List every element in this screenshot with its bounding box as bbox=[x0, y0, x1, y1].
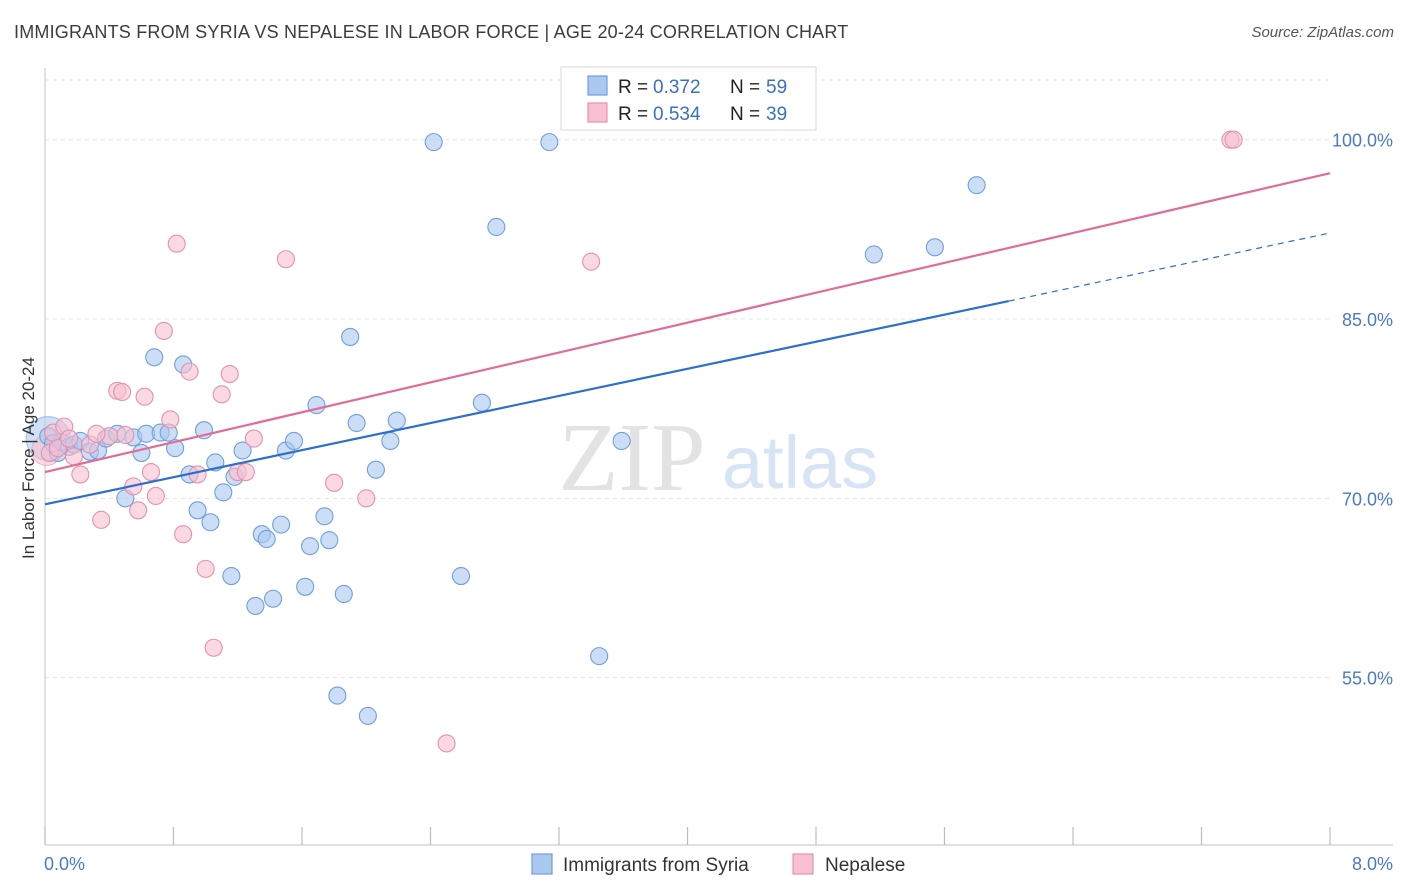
syria-point bbox=[925, 238, 944, 257]
syria-point bbox=[590, 647, 609, 666]
watermark-atlas: atlas bbox=[722, 421, 878, 504]
y-tick-label: 85.0% bbox=[1342, 310, 1393, 330]
legend-syria-r-value: 0.372 bbox=[653, 77, 701, 98]
nepal-point bbox=[116, 425, 135, 445]
nepal-point bbox=[325, 473, 344, 492]
syria-point bbox=[487, 217, 506, 237]
nepal-point bbox=[244, 429, 263, 448]
legend-syria-n-label: N = bbox=[730, 77, 760, 98]
syria-point bbox=[334, 584, 353, 604]
correlation-legend: R = 0.372 N = 59 R = 0.534 N = 39 bbox=[560, 66, 817, 131]
nepal-point bbox=[1224, 130, 1243, 149]
syria-point bbox=[320, 531, 339, 550]
legend-syria-swatch bbox=[587, 75, 608, 96]
trend-lines bbox=[44, 172, 1331, 506]
nepal-point bbox=[220, 364, 239, 384]
syria-point bbox=[214, 483, 233, 502]
syria-point bbox=[257, 529, 276, 549]
syria-point bbox=[222, 566, 241, 586]
syria-point bbox=[472, 393, 491, 412]
nepal-point bbox=[141, 462, 161, 482]
syria-point bbox=[300, 537, 320, 556]
legend-nepal-n-value: 39 bbox=[766, 104, 787, 125]
nepal-point bbox=[357, 489, 376, 508]
nepal-point bbox=[154, 321, 173, 341]
nepal-point bbox=[180, 362, 199, 381]
syria-point bbox=[341, 327, 360, 347]
nepal-point bbox=[113, 382, 132, 401]
syria-point bbox=[366, 460, 385, 479]
nepal-point bbox=[146, 486, 165, 505]
syria-point bbox=[347, 413, 366, 433]
nepal-point bbox=[212, 385, 231, 404]
legend-nepal-r-label: R = bbox=[618, 104, 648, 125]
syria-point bbox=[967, 176, 986, 195]
axes: 55.0% 70.0% 85.0% 100.0% 0.0% 8.0% bbox=[44, 68, 1393, 874]
nepal-point bbox=[87, 424, 106, 443]
nepal-point bbox=[204, 638, 223, 657]
syria-point bbox=[540, 133, 559, 152]
nepal-point bbox=[64, 447, 83, 466]
syria-point bbox=[246, 596, 265, 615]
nepal-point bbox=[582, 252, 601, 271]
legend-syria-r-label: R = bbox=[618, 77, 648, 98]
chart-title: IMMIGRANTS FROM SYRIA VS NEPALESE IN LAB… bbox=[14, 22, 849, 42]
syria-point bbox=[358, 706, 377, 725]
bottom-legend-nepal-swatch bbox=[792, 853, 814, 875]
legend-syria-n-value: 59 bbox=[766, 77, 787, 98]
syria-point bbox=[296, 577, 315, 596]
nepal-point bbox=[196, 559, 215, 578]
syria-point bbox=[284, 431, 304, 451]
bottom-legend-syria-label: Immigrants from Syria bbox=[563, 855, 749, 876]
series-legend: Immigrants from Syria Nepalese bbox=[531, 853, 905, 876]
legend-nepal-swatch bbox=[587, 102, 608, 123]
nepal-point bbox=[92, 510, 111, 529]
syria-trend-line bbox=[44, 300, 1009, 506]
bottom-legend-syria-swatch bbox=[531, 853, 553, 875]
syria-point bbox=[272, 515, 291, 534]
syria-point bbox=[145, 348, 164, 367]
syria-point bbox=[451, 566, 471, 586]
nepal-point bbox=[60, 429, 79, 448]
y-tick-label: 55.0% bbox=[1342, 669, 1393, 689]
syria-point bbox=[328, 686, 347, 705]
syria-trend-extension bbox=[1008, 232, 1331, 302]
syria-point bbox=[132, 443, 151, 462]
bottom-legend-nepal-label: Nepalese bbox=[825, 855, 905, 876]
syria-point bbox=[315, 507, 334, 526]
syria-point bbox=[188, 501, 207, 520]
nepal-point bbox=[174, 525, 193, 544]
legend-nepal-r-value: 0.534 bbox=[653, 104, 701, 125]
legend-nepal-n-label: N = bbox=[730, 104, 760, 125]
nepal-trend-line bbox=[44, 172, 1331, 474]
syria-point bbox=[381, 431, 400, 451]
nepal-point bbox=[135, 387, 154, 406]
watermark-zip: ZIP bbox=[559, 404, 706, 512]
syria-point bbox=[387, 411, 406, 430]
syria-point bbox=[864, 245, 883, 264]
grid-lines bbox=[45, 79, 1330, 679]
syria-point bbox=[201, 513, 220, 532]
y-tick-label: 70.0% bbox=[1342, 489, 1393, 509]
nepal-point bbox=[236, 462, 255, 482]
nepal-point bbox=[71, 465, 90, 484]
syria-point bbox=[424, 133, 443, 152]
nepal-point bbox=[167, 234, 186, 253]
y-tick-label: 100.0% bbox=[1332, 131, 1393, 151]
nepal-point bbox=[276, 250, 295, 269]
x-tick-label-max: 8.0% bbox=[1352, 854, 1393, 874]
nepal-point bbox=[129, 501, 148, 520]
syria-point bbox=[264, 589, 283, 608]
x-tick-label-min: 0.0% bbox=[44, 854, 85, 874]
syria-point bbox=[233, 441, 252, 460]
syria-point bbox=[612, 431, 631, 451]
source-label: Source: ZipAtlas.com bbox=[1251, 24, 1394, 41]
nepal-point bbox=[437, 734, 456, 753]
y-axis-title: In Labor Force | Age 20-24 bbox=[19, 357, 38, 559]
nepal-point bbox=[161, 410, 180, 429]
